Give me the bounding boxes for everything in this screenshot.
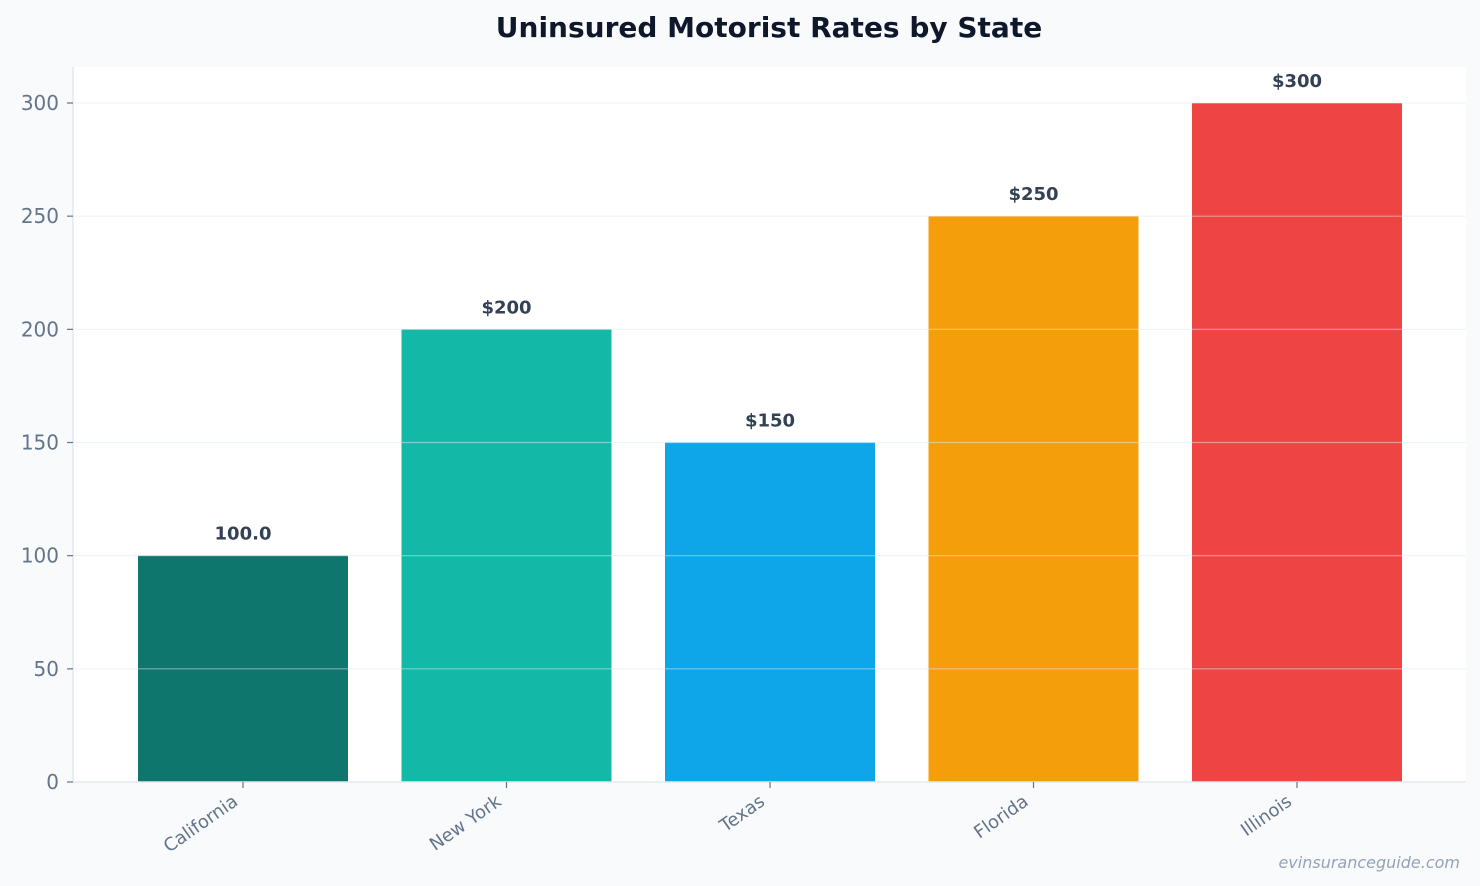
y-tick-label: 100 [21,544,59,568]
x-tick-label: New York [426,791,506,856]
x-tick-label: California [160,791,242,857]
x-axis-ticks: California New York Texas Florida Illinois [160,782,1298,857]
x-tick-label: Texas [715,791,769,837]
y-tick-label: 50 [34,657,59,681]
y-axis-ticks: 0 50 100 150 200 250 300 [21,91,73,794]
y-tick-label: 0 [46,770,59,794]
bar-florida [928,216,1139,782]
y-tick-label: 200 [21,317,59,341]
bar-texas [665,442,875,782]
value-label: $200 [481,297,531,318]
y-tick-label: 300 [21,91,59,115]
x-tick-label: Florida [970,791,1032,843]
value-labels: 100.0 $200 $150 $250 $300 [215,71,1323,545]
value-label: $300 [1272,71,1322,92]
x-tick-label: Illinois [1237,791,1296,841]
chart-title: Uninsured Motorist Rates by State [496,11,1042,44]
value-label: $150 [745,411,795,432]
watermark: evinsuranceguide.com [1278,853,1460,872]
value-label: 100.0 [215,524,272,545]
y-tick-label: 150 [21,431,59,455]
y-tick-label: 250 [21,204,59,228]
value-label: $250 [1008,184,1058,205]
